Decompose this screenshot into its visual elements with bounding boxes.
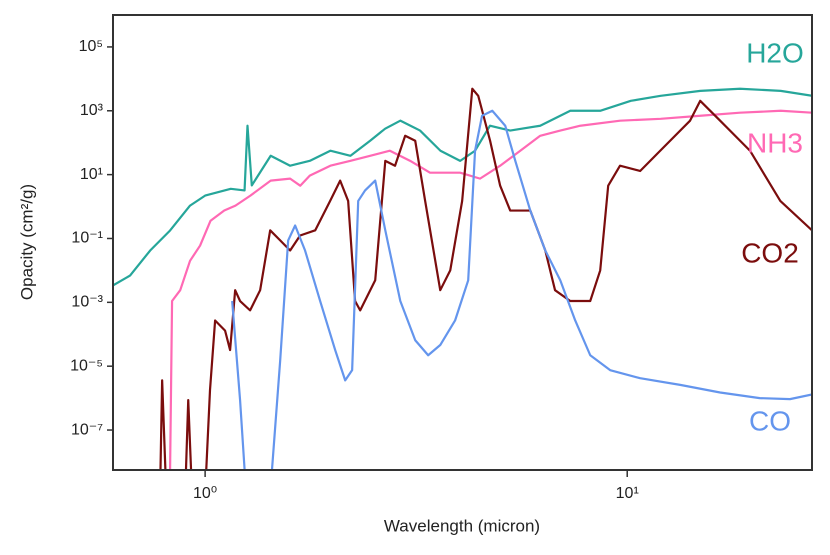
plot-lines: [113, 87, 812, 470]
series-label: CO2: [741, 237, 799, 268]
x-axis-label: Wavelength (micron): [384, 516, 540, 535]
plot-frame: [112, 14, 813, 471]
y-tick-label: 10⁻³: [71, 294, 103, 311]
series-line: [231, 109, 812, 470]
x-tick-label: 10¹: [616, 485, 639, 502]
series-label: H2O: [746, 37, 804, 68]
y-tick-label: 10⁻⁷: [71, 421, 103, 438]
series-label: NH3: [747, 127, 803, 158]
x-tick-label: 10⁰: [193, 485, 217, 502]
y-tick-label: 10⁻⁵: [70, 357, 103, 374]
series-line: [113, 87, 812, 287]
series-line: [168, 109, 812, 470]
series-label: CO: [749, 405, 791, 436]
y-tick-label: 10⁻¹: [71, 230, 103, 247]
y-tick-label: 10³: [80, 102, 104, 119]
y-tick-label: 10⁵: [79, 38, 103, 55]
series-line: [159, 87, 812, 470]
y-axis-label: Opacity (cm²/g): [17, 184, 36, 300]
y-tick-label: 10¹: [80, 166, 103, 183]
